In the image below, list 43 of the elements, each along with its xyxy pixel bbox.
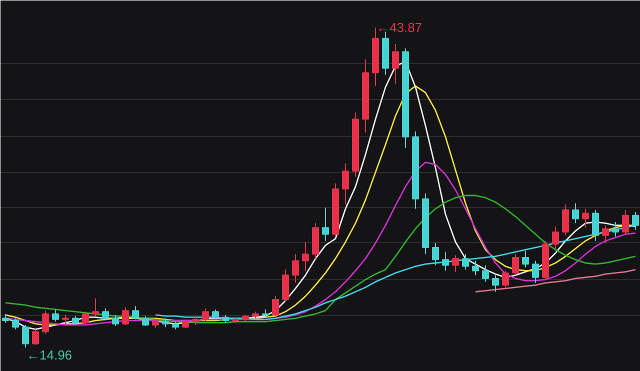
candlestick: [502, 270, 509, 288]
candlestick: [52, 308, 59, 322]
candlestick: [462, 254, 469, 270]
candlestick: [122, 306, 129, 326]
annotation: ←43.87: [376, 20, 422, 36]
candlestick: [582, 208, 589, 228]
candlestick: [142, 316, 149, 327]
candlestick: [302, 241, 309, 272]
candlestick: [572, 202, 579, 224]
candlestick: [512, 254, 519, 276]
candlestick: [82, 311, 89, 326]
candlestick: [342, 162, 349, 205]
candlestick: [552, 226, 559, 250]
candlestick: [132, 306, 139, 320]
candlestick: [32, 328, 39, 346]
candlestick: [612, 222, 619, 237]
candlestick: [472, 260, 479, 276]
candlestick: [322, 207, 329, 242]
candlestick: [42, 310, 49, 334]
candlestick: [292, 254, 299, 284]
candlestick: [602, 224, 609, 244]
candlestick: [12, 318, 19, 330]
candlestick: [592, 209, 599, 242]
candlestick: [212, 308, 219, 320]
candlestick: [532, 260, 539, 284]
candlestick: [102, 308, 109, 322]
candlestick: [202, 308, 209, 322]
candlestick: [452, 254, 459, 272]
candlestick: [392, 43, 399, 84]
candlestick: [22, 324, 29, 348]
candlestick: [522, 250, 529, 268]
text: ←14.96: [26, 348, 72, 363]
candlestick: [562, 204, 569, 236]
candlestick: [622, 209, 629, 235]
candlestick: [112, 314, 119, 327]
candlestick: [442, 251, 449, 272]
candlestick: [482, 264, 489, 282]
candlestick: [432, 242, 439, 266]
candlestick: [272, 296, 279, 317]
candlestick: [492, 274, 499, 292]
candlestick: [62, 314, 69, 326]
candlestick: [632, 212, 639, 230]
candlestick: [92, 298, 99, 317]
